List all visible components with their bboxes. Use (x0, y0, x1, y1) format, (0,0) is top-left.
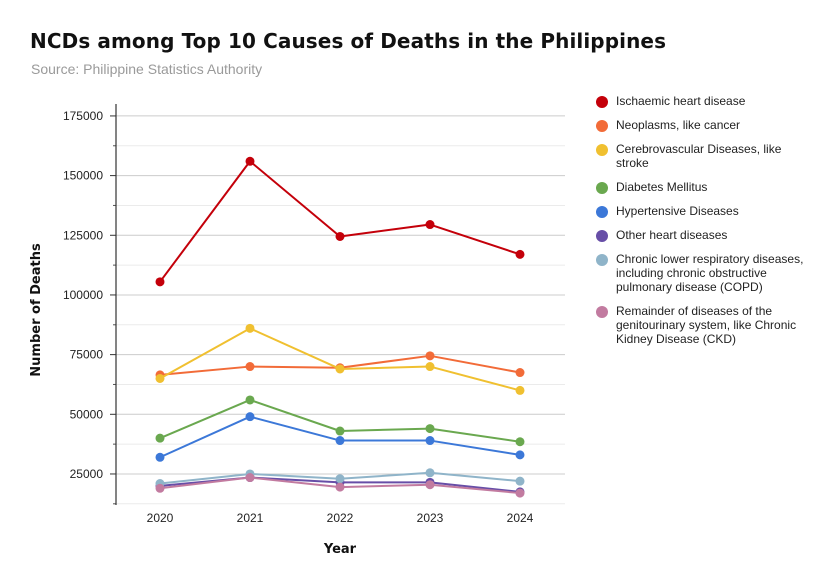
y-axis-title: Number of Deaths (29, 243, 44, 377)
data-point[interactable] (425, 468, 435, 478)
data-point[interactable] (335, 426, 345, 436)
legend-marker (596, 254, 608, 266)
data-point[interactable] (155, 277, 165, 287)
y-tick-label: 75000 (70, 348, 104, 362)
legend-label: Other heart diseases (616, 228, 728, 242)
data-point[interactable] (155, 483, 165, 493)
y-tick-label: 150000 (63, 169, 103, 183)
legend-item[interactable]: Ischaemic heart disease (596, 94, 806, 108)
legend-item[interactable]: Other heart diseases (596, 228, 806, 242)
chart-title: NCDs among Top 10 Causes of Deaths in th… (30, 29, 667, 53)
legend-marker (596, 96, 608, 108)
x-tick-label: 2021 (237, 511, 264, 525)
data-point[interactable] (335, 482, 345, 492)
data-point[interactable] (515, 368, 525, 378)
x-axis-title: Year (323, 542, 357, 557)
legend-marker (596, 206, 608, 218)
data-point[interactable] (515, 476, 525, 486)
legend-label: Remainder of diseases of the genitourina… (616, 304, 797, 346)
y-tick-label: 100000 (63, 288, 103, 302)
x-tick-label: 2024 (507, 511, 534, 525)
data-point[interactable] (425, 351, 435, 361)
legend-item[interactable]: Remainder of diseases of the genitourina… (596, 304, 806, 346)
series-0 (155, 156, 525, 287)
series-7 (155, 473, 525, 498)
series-2 (155, 323, 525, 395)
data-point[interactable] (515, 450, 525, 460)
data-point[interactable] (335, 231, 345, 241)
data-point[interactable] (425, 362, 435, 372)
legend-marker (596, 120, 608, 132)
data-point[interactable] (515, 385, 525, 395)
data-point[interactable] (515, 249, 525, 259)
data-point[interactable] (335, 436, 345, 446)
legend-marker (596, 182, 608, 194)
data-point[interactable] (425, 480, 435, 490)
legend-label: Hypertensive Diseases (616, 204, 739, 218)
data-point[interactable] (155, 373, 165, 383)
data-point[interactable] (245, 395, 255, 405)
axis-layer: 25000 50000 75000 100000 125000 150000 175000 2… (63, 104, 534, 525)
y-tick-label: 50000 (70, 407, 104, 421)
legend-marker (596, 144, 608, 156)
y-tick-label: 125000 (63, 228, 103, 242)
data-point[interactable] (425, 220, 435, 230)
legend-item[interactable]: Diabetes Mellitus (596, 180, 806, 194)
legend-item[interactable]: Hypertensive Diseases (596, 204, 806, 218)
x-tick-label: 2023 (417, 511, 444, 525)
data-point[interactable] (515, 488, 525, 498)
legend-marker (596, 230, 608, 242)
y-tick-label: 25000 (70, 467, 104, 481)
data-point[interactable] (335, 364, 345, 374)
x-tick-label: 2020 (147, 511, 174, 525)
data-point[interactable] (245, 362, 255, 372)
grid-layer (116, 115, 565, 505)
x-tick-label: 2022 (327, 511, 354, 525)
chart-legend: Ischaemic heart disease Neoplasms, like c… (596, 94, 806, 356)
series-4 (155, 412, 525, 462)
data-point[interactable] (335, 474, 345, 484)
data-point[interactable] (245, 473, 255, 483)
legend-label: Ischaemic heart disease (616, 94, 746, 108)
data-point[interactable] (515, 437, 525, 447)
legend-label: Cerebrovascular Diseases, like stroke (616, 142, 782, 170)
legend-item[interactable]: Neoplasms, like cancer (596, 118, 806, 132)
data-point[interactable] (155, 433, 165, 443)
legend-item[interactable]: Chronic lower respiratory diseases, incl… (596, 252, 806, 294)
series-3 (155, 395, 525, 447)
series-line (159, 327, 521, 392)
series-layer (155, 156, 525, 498)
data-point[interactable] (155, 452, 165, 462)
legend-label: Chronic lower respiratory diseases, incl… (616, 252, 804, 294)
data-point[interactable] (245, 156, 255, 166)
data-point[interactable] (425, 436, 435, 446)
legend-marker (596, 306, 608, 318)
data-point[interactable] (245, 412, 255, 422)
data-point[interactable] (425, 424, 435, 434)
data-point[interactable] (245, 323, 255, 333)
legend-item[interactable]: Cerebrovascular Diseases, like stroke (596, 142, 806, 170)
legend-label: Neoplasms, like cancer (616, 118, 741, 132)
legend-label: Diabetes Mellitus (616, 180, 708, 194)
series-line (159, 160, 521, 283)
y-tick-label: 175000 (63, 109, 103, 123)
chart-subtitle: Source: Philippine Statistics Authority (31, 61, 263, 77)
